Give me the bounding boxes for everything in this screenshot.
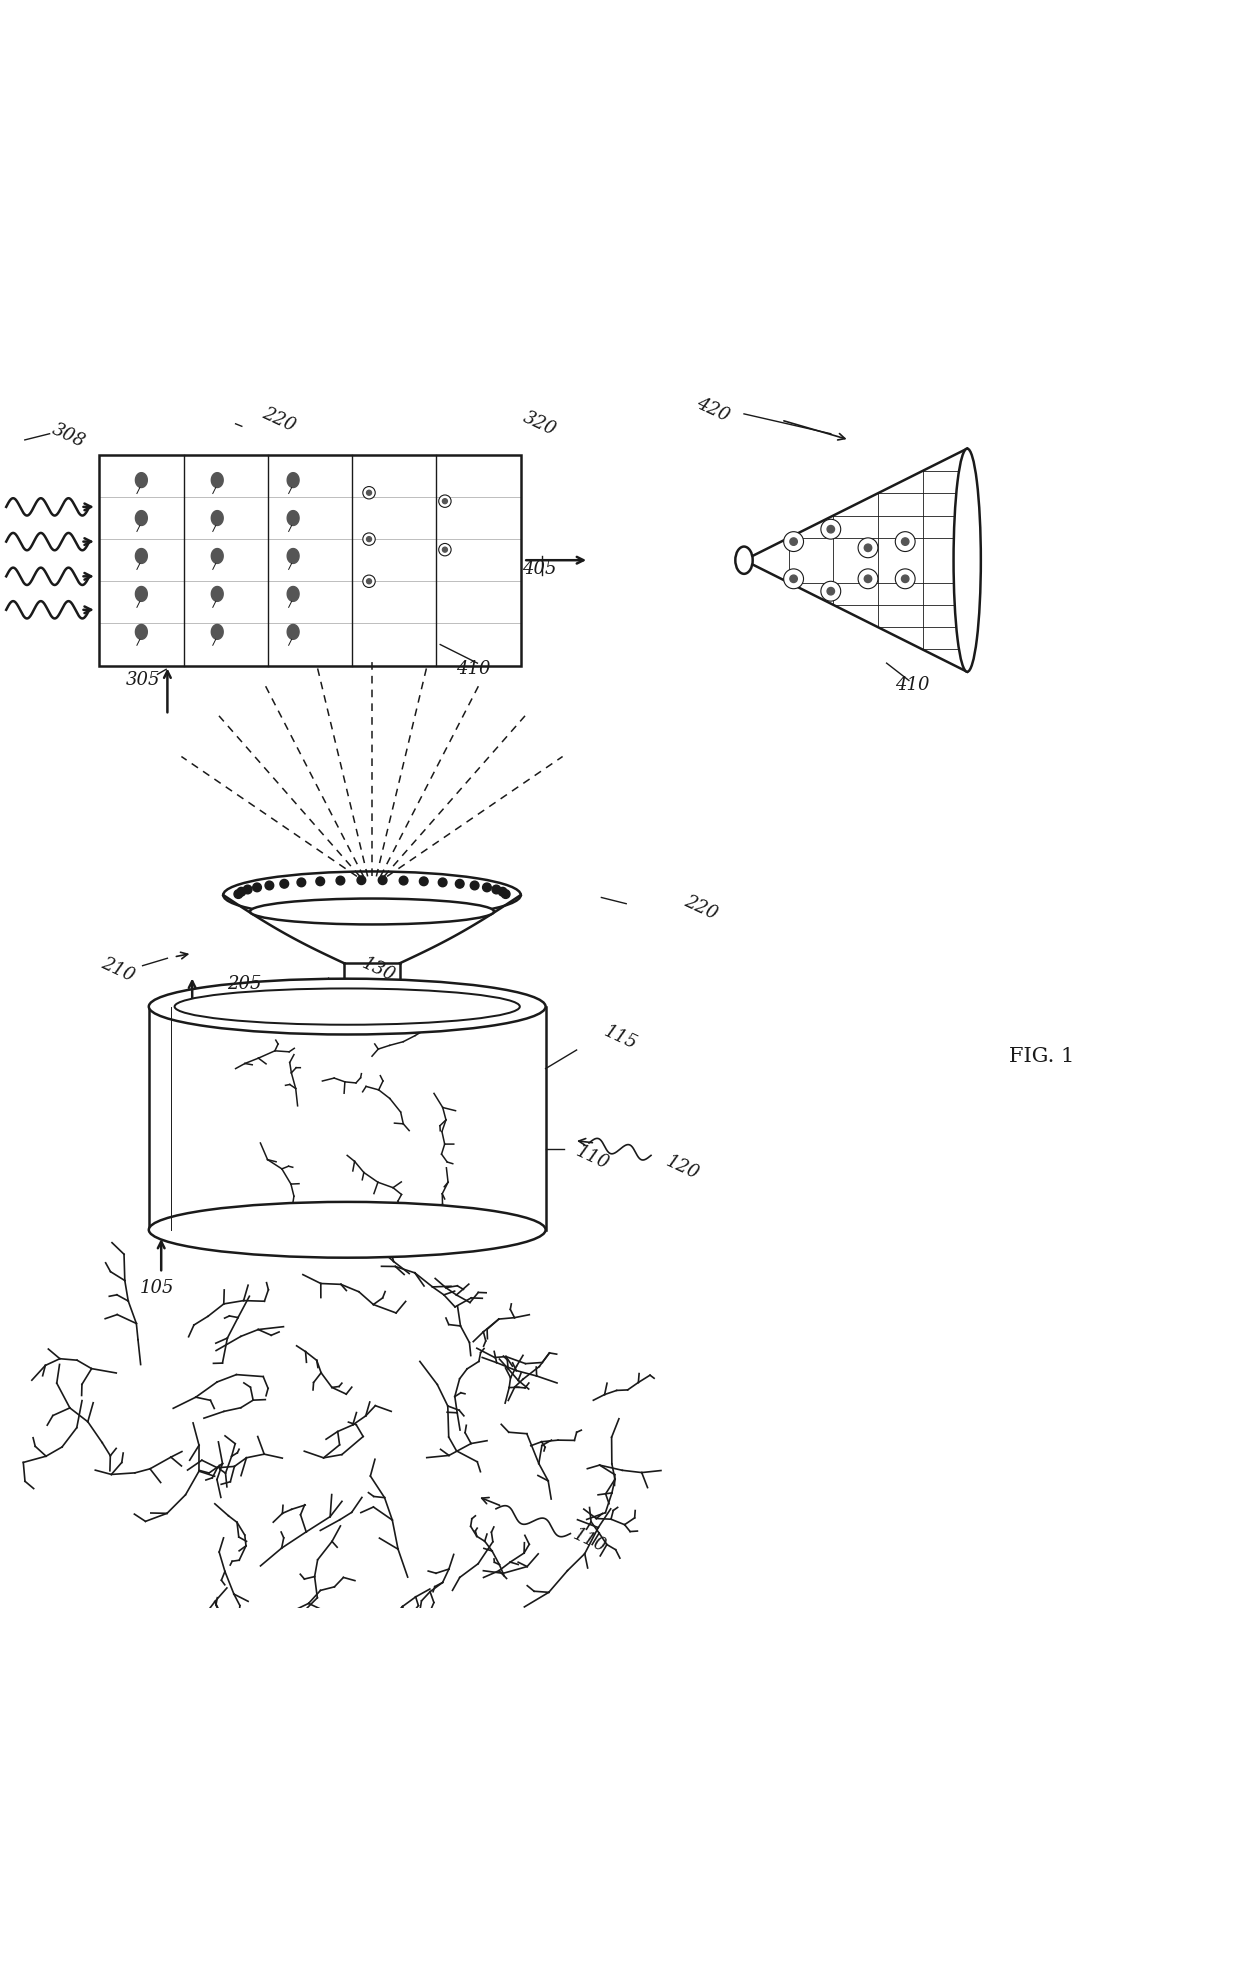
Polygon shape: [135, 472, 148, 488]
Polygon shape: [288, 587, 299, 601]
Polygon shape: [135, 624, 148, 640]
Circle shape: [439, 494, 451, 508]
Circle shape: [237, 887, 246, 895]
Circle shape: [827, 587, 835, 595]
Polygon shape: [288, 510, 299, 526]
Circle shape: [443, 547, 448, 551]
Text: 420: 420: [693, 395, 733, 425]
Text: 115: 115: [600, 1022, 640, 1053]
Circle shape: [265, 881, 274, 889]
Circle shape: [501, 889, 510, 899]
Text: 110: 110: [569, 1525, 609, 1557]
Circle shape: [280, 879, 289, 887]
Circle shape: [470, 881, 479, 889]
Circle shape: [253, 883, 262, 891]
Text: 410: 410: [456, 660, 491, 678]
Circle shape: [367, 537, 372, 541]
Circle shape: [821, 581, 841, 601]
Circle shape: [895, 569, 915, 589]
Ellipse shape: [223, 871, 521, 919]
Circle shape: [438, 877, 446, 887]
Circle shape: [827, 526, 835, 534]
Circle shape: [821, 520, 841, 539]
Ellipse shape: [175, 988, 520, 1026]
Circle shape: [243, 885, 252, 893]
Text: 120: 120: [662, 1152, 702, 1184]
Text: 205: 205: [227, 976, 262, 994]
Circle shape: [367, 579, 372, 583]
Text: 410: 410: [895, 676, 930, 694]
Circle shape: [234, 889, 243, 899]
Polygon shape: [288, 549, 299, 563]
Polygon shape: [288, 624, 299, 640]
Circle shape: [784, 532, 804, 551]
Circle shape: [864, 575, 872, 583]
Circle shape: [455, 879, 464, 887]
Text: 405: 405: [522, 559, 557, 577]
Polygon shape: [288, 472, 299, 488]
Circle shape: [367, 490, 372, 496]
Text: 305: 305: [125, 672, 160, 690]
Circle shape: [901, 575, 909, 583]
Circle shape: [901, 537, 909, 545]
Circle shape: [399, 875, 408, 885]
Polygon shape: [211, 472, 223, 488]
Text: 130: 130: [358, 954, 398, 984]
Polygon shape: [135, 510, 148, 526]
Bar: [99, 454, 521, 666]
Circle shape: [864, 543, 872, 551]
Text: FIG. 1: FIG. 1: [1009, 1047, 1074, 1065]
Circle shape: [858, 537, 878, 557]
Circle shape: [492, 885, 501, 893]
Ellipse shape: [735, 547, 753, 573]
Polygon shape: [211, 549, 223, 563]
Text: 210: 210: [98, 954, 138, 984]
Ellipse shape: [149, 1201, 546, 1257]
Text: 110: 110: [573, 1142, 613, 1174]
Polygon shape: [211, 587, 223, 601]
Circle shape: [439, 543, 451, 555]
Circle shape: [357, 875, 366, 885]
Circle shape: [419, 877, 428, 885]
Circle shape: [443, 498, 448, 504]
Circle shape: [498, 887, 507, 895]
Circle shape: [363, 575, 376, 587]
Circle shape: [336, 875, 345, 885]
Circle shape: [378, 875, 387, 885]
Ellipse shape: [954, 449, 981, 672]
Text: 220: 220: [259, 405, 299, 435]
Circle shape: [363, 534, 376, 545]
Circle shape: [895, 532, 915, 551]
Polygon shape: [135, 587, 148, 601]
Circle shape: [363, 486, 376, 500]
Circle shape: [790, 575, 797, 583]
Polygon shape: [211, 510, 223, 526]
Circle shape: [790, 537, 797, 545]
Circle shape: [298, 877, 306, 887]
Ellipse shape: [250, 899, 494, 925]
Circle shape: [784, 569, 804, 589]
Text: 308: 308: [48, 421, 88, 453]
Circle shape: [316, 877, 325, 885]
Circle shape: [858, 569, 878, 589]
Ellipse shape: [149, 978, 546, 1035]
Polygon shape: [135, 549, 148, 563]
Text: 220: 220: [681, 891, 720, 923]
Text: 320: 320: [520, 409, 559, 439]
Polygon shape: [211, 624, 223, 640]
Text: 105: 105: [140, 1278, 175, 1296]
Circle shape: [482, 883, 491, 891]
